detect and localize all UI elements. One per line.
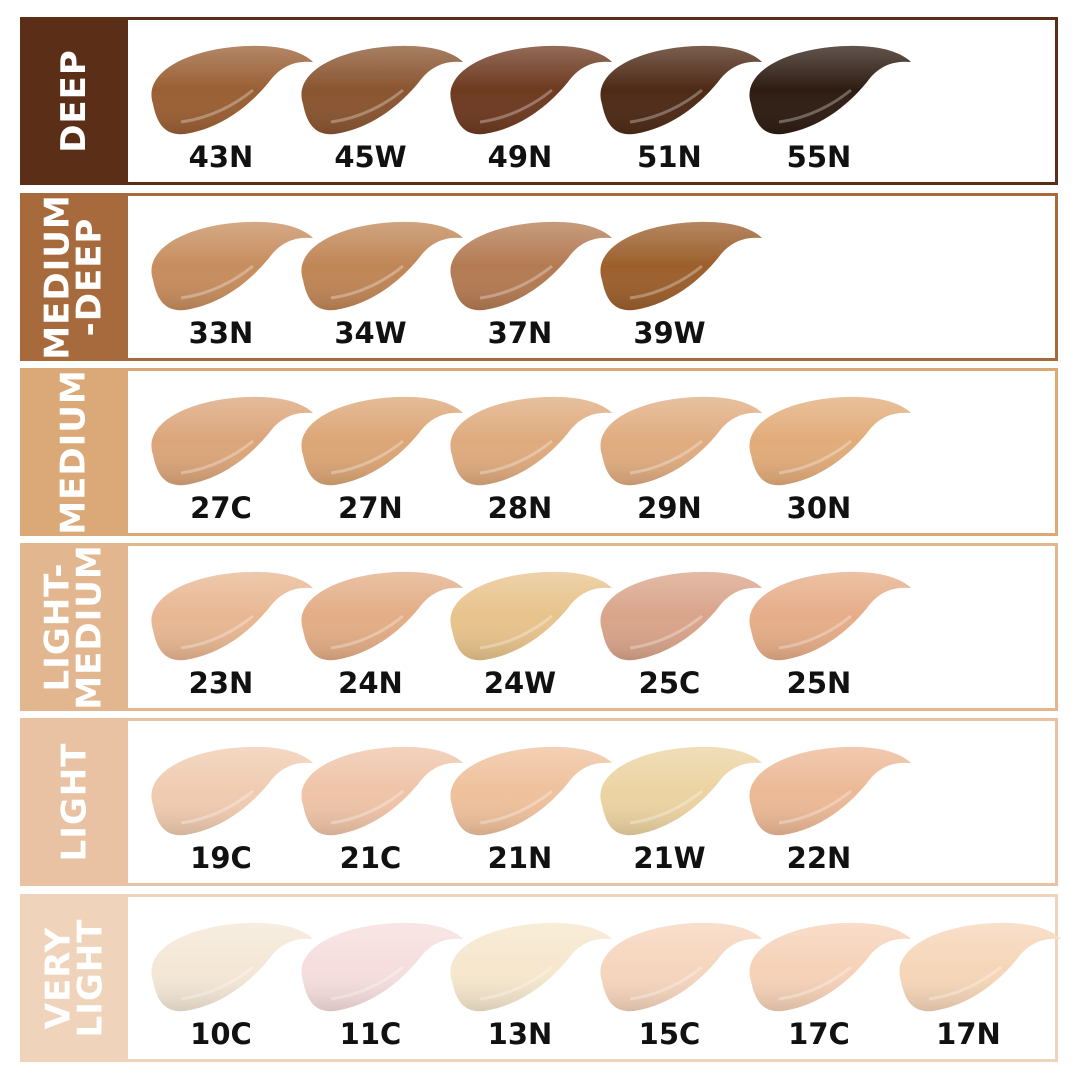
shade-swatch: [141, 393, 313, 493]
shade-label: 49N: [487, 140, 553, 174]
category-text: LIGHT- MEDIUM: [38, 544, 110, 710]
shade-swatch: [590, 919, 762, 1019]
shade-swatch: [440, 218, 612, 318]
shade-swatch: [590, 743, 762, 843]
shade-swatch: [291, 919, 463, 1019]
shade-swatch: [291, 42, 463, 142]
shade-swatch: [440, 743, 612, 843]
shade-swatch: [739, 743, 911, 843]
shade-swatch: [739, 919, 911, 1019]
shade-label: 37N: [487, 316, 553, 350]
shade-label: 17N: [936, 1017, 1001, 1051]
shade-label: 33N: [188, 316, 254, 350]
shade-label: 43N: [188, 140, 254, 174]
shade-label: 13N: [487, 1017, 553, 1051]
shade-label: 30N: [786, 491, 852, 525]
shade-label: 55N: [786, 140, 852, 174]
shade-label: 51N: [637, 140, 702, 174]
shade-label: 11C: [339, 1017, 402, 1051]
shade-row: MEDIUM -DEEP 33N 34W 37N 39W: [20, 193, 1058, 361]
shade-label: 21N: [487, 841, 553, 875]
category-label: DEEP: [20, 17, 128, 185]
shade-label: 28N: [487, 491, 553, 525]
shade-swatch: [291, 218, 463, 318]
shade-label: 15C: [638, 1017, 701, 1051]
shade-swatch: [141, 42, 313, 142]
category-label: LIGHT- MEDIUM: [20, 543, 128, 711]
category-label: MEDIUM -DEEP: [20, 193, 128, 361]
shade-label: 22N: [786, 841, 852, 875]
shade-label: 21C: [339, 841, 402, 875]
category-label: MEDIUM: [20, 368, 128, 536]
shade-swatch: [590, 42, 762, 142]
shade-swatch: [141, 743, 313, 843]
shade-swatch: [440, 42, 612, 142]
shade-label: 27C: [190, 491, 252, 525]
shade-swatch: [440, 393, 612, 493]
shade-row: VERY LIGHT 10C 11C 13N 15C 17C 17N: [20, 894, 1061, 1062]
shade-label: 19C: [190, 841, 252, 875]
shade-swatch: [590, 393, 762, 493]
category-label: VERY LIGHT: [20, 894, 128, 1062]
shade-label: 24N: [338, 666, 403, 700]
shade-label: 23N: [188, 666, 254, 700]
shade-label: 45W: [334, 140, 407, 174]
shade-label: 24W: [483, 666, 557, 700]
shade-label: 17C: [788, 1017, 850, 1051]
shade-label: 25N: [786, 666, 852, 700]
shade-label: 21W: [633, 841, 706, 875]
category-text: DEEP: [54, 49, 94, 153]
shade-swatch: [440, 919, 612, 1019]
shade-swatch: [291, 568, 463, 668]
shade-swatch: [291, 393, 463, 493]
shade-row: DEEP 43N 45W 49N 51N 55N: [20, 17, 1058, 185]
shade-swatch: [739, 42, 911, 142]
shade-swatch: [889, 919, 1061, 1019]
shade-label: 27N: [338, 491, 403, 525]
shade-swatch: [141, 919, 313, 1019]
shade-swatch: [590, 218, 762, 318]
shade-swatch: [739, 393, 911, 493]
shade-label: 39W: [633, 316, 706, 350]
shade-row: MEDIUM 27C 27N 28N 29N 30N: [20, 368, 1058, 536]
shade-swatch: [739, 568, 911, 668]
shade-label: 10C: [190, 1017, 252, 1051]
shade-swatch: [590, 568, 762, 668]
shade-swatch: [291, 743, 463, 843]
category-text: MEDIUM: [54, 369, 94, 535]
shade-swatch: [141, 568, 313, 668]
shade-row: LIGHT- MEDIUM 23N 24N 24W 25C 25N: [20, 543, 1058, 711]
shade-row: LIGHT 19C 21C 21N 21W 22N: [20, 718, 1058, 886]
category-label: LIGHT: [20, 718, 128, 886]
shade-swatch: [141, 218, 313, 318]
shade-label: 29N: [637, 491, 702, 525]
category-text: MEDIUM -DEEP: [38, 194, 110, 360]
category-text: VERY LIGHT: [38, 918, 110, 1038]
shade-swatch: [440, 568, 612, 668]
shade-label: 34W: [334, 316, 407, 350]
category-text: LIGHT: [54, 742, 94, 862]
shade-label: 25C: [638, 666, 701, 700]
